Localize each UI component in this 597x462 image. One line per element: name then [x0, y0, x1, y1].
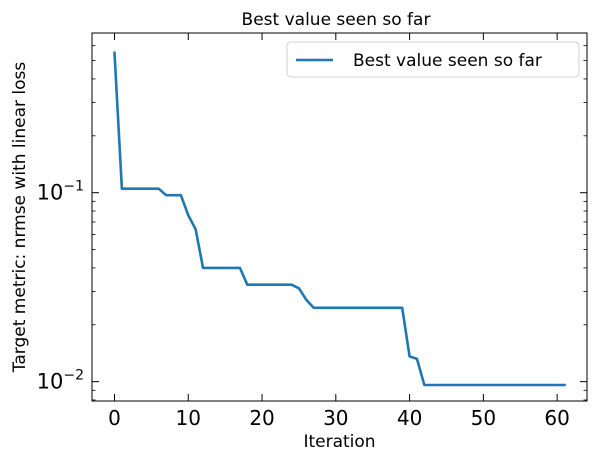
x-tick-label: 20 — [249, 406, 274, 430]
legend-box — [286, 41, 580, 78]
x-tick-label: 0 — [108, 406, 121, 430]
chart-title: Best value seen so far — [242, 10, 431, 30]
axes-frame — [91, 32, 588, 402]
x-tick-label: 30 — [323, 406, 348, 430]
x-tick-label: 60 — [544, 406, 569, 430]
x-axis-ticks: 0 10 20 30 40 50 60 — [108, 33, 570, 430]
legend: Best value seen so far — [286, 41, 580, 78]
x-tick-label: 40 — [397, 406, 422, 430]
legend-label: Best value seen so far — [353, 51, 542, 71]
x-tick-label: 10 — [176, 406, 201, 430]
plot-area — [113, 51, 566, 387]
x-axis-label: Iteration — [303, 432, 375, 452]
y-axis-ticks: 10−2 10−1 — [37, 45, 587, 401]
y-tick-label: 10−1 — [37, 179, 84, 205]
x-tick-label: 50 — [471, 406, 496, 430]
y-axis-label: Target metric: nrmse with linear loss — [10, 62, 30, 374]
y-tick-label: 10−2 — [37, 368, 84, 394]
series-line-0 — [113, 51, 566, 387]
